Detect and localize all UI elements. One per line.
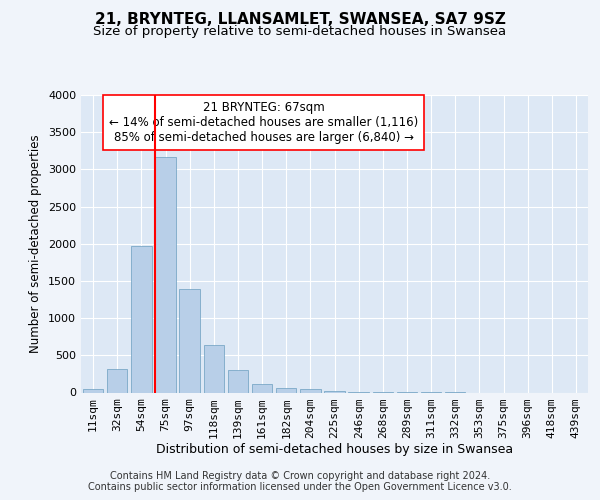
Text: Contains public sector information licensed under the Open Government Licence v3: Contains public sector information licen… bbox=[88, 482, 512, 492]
X-axis label: Distribution of semi-detached houses by size in Swansea: Distribution of semi-detached houses by … bbox=[156, 444, 513, 456]
Text: Size of property relative to semi-detached houses in Swansea: Size of property relative to semi-detach… bbox=[94, 25, 506, 38]
Bar bbox=[203, 345, 224, 393]
Bar bbox=[324, 391, 345, 392]
Text: 21 BRYNTEG: 67sqm
← 14% of semi-detached houses are smaller (1,116)
85% of semi-: 21 BRYNTEG: 67sqm ← 14% of semi-detached… bbox=[109, 101, 418, 144]
Bar bbox=[227, 370, 248, 392]
Bar bbox=[300, 389, 320, 392]
Bar bbox=[179, 289, 200, 393]
Bar bbox=[155, 158, 176, 392]
Text: Contains HM Land Registry data © Crown copyright and database right 2024.: Contains HM Land Registry data © Crown c… bbox=[110, 471, 490, 481]
Bar bbox=[276, 388, 296, 392]
Bar bbox=[83, 389, 103, 392]
Y-axis label: Number of semi-detached properties: Number of semi-detached properties bbox=[29, 134, 43, 353]
Bar bbox=[252, 384, 272, 392]
Bar bbox=[131, 246, 152, 392]
Text: 21, BRYNTEG, LLANSAMLET, SWANSEA, SA7 9SZ: 21, BRYNTEG, LLANSAMLET, SWANSEA, SA7 9S… bbox=[95, 12, 505, 28]
Bar bbox=[107, 368, 127, 392]
